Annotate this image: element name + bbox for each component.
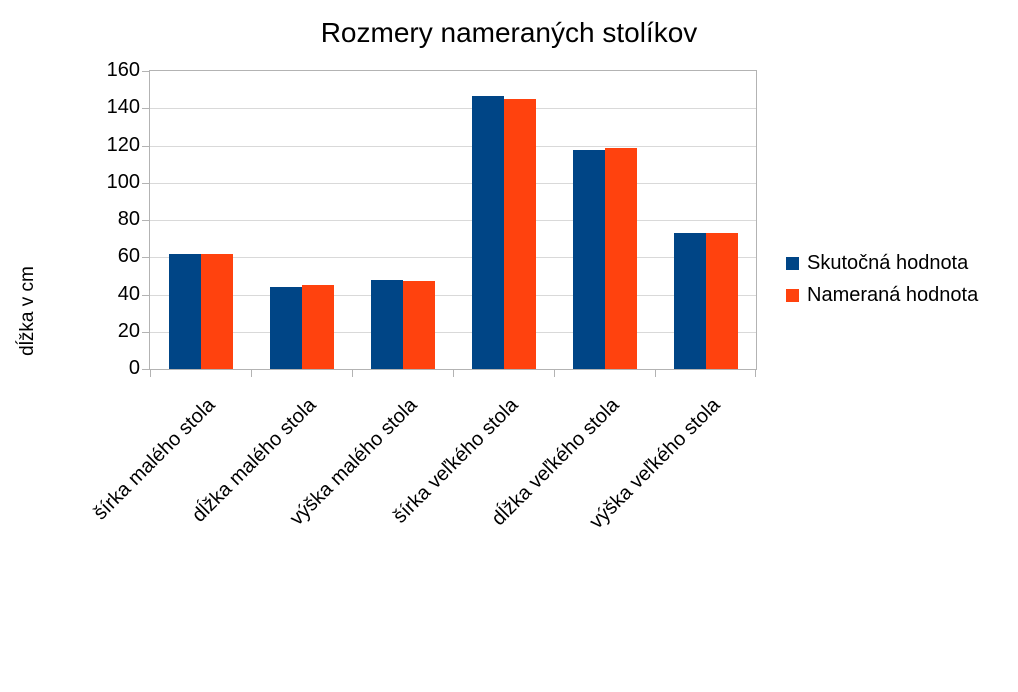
legend-swatch	[786, 256, 799, 270]
y-axis-tick	[142, 182, 149, 184]
legend-label: Nameraná hodnota	[807, 284, 979, 306]
y-axis-tick	[142, 145, 149, 147]
bar	[673, 233, 706, 369]
y-axis-title: dĺžka v cm	[17, 266, 38, 356]
y-axis-tick-label: 60	[117, 245, 140, 268]
x-axis-tick	[251, 370, 252, 377]
y-axis-tick	[142, 331, 149, 333]
y-axis-tick	[142, 71, 149, 72]
y-axis-tick-label: 80	[117, 208, 140, 230]
y-axis-tick	[142, 369, 149, 370]
y-axis-tick-label: 20	[117, 319, 140, 342]
legend-label: Skutočná hodnota	[807, 252, 969, 274]
y-axis-tick	[142, 294, 149, 296]
y-axis-tick-label: 160	[106, 59, 140, 81]
y-axis-tick	[142, 108, 149, 110]
y-axis-tick-label: 100	[106, 170, 140, 193]
x-axis-tick	[655, 370, 656, 377]
bar	[402, 281, 435, 369]
legend: Skutočná hodnota Nameraná hodnota	[786, 252, 978, 316]
bar	[200, 254, 233, 369]
legend-entry: Nameraná hodnota	[786, 284, 978, 306]
x-axis-tick	[554, 370, 555, 377]
gridline	[150, 145, 756, 147]
bar	[705, 233, 738, 369]
y-axis-tick-label: 0	[128, 357, 140, 379]
gridline	[150, 108, 756, 110]
bar	[168, 253, 201, 369]
x-axis-tick	[453, 370, 454, 377]
chart-container: Rozmery nameraných stolíkov dĺžka v cm S…	[17, 17, 979, 534]
y-axis-tick-label: 140	[106, 96, 140, 119]
x-axis-tick	[755, 370, 756, 377]
y-axis-tick-label: 120	[106, 133, 140, 156]
plot-area	[142, 70, 757, 377]
x-axis-tick	[150, 370, 151, 377]
gridline	[150, 294, 756, 296]
bar	[269, 287, 302, 369]
gridline	[150, 331, 756, 333]
bar	[301, 285, 334, 369]
gridline	[150, 220, 756, 221]
bar	[503, 98, 536, 369]
bar	[604, 148, 637, 369]
gridline	[150, 257, 756, 259]
y-axis-tick-label: 40	[117, 282, 140, 305]
chart-title: Rozmery nameraných stolíkov	[320, 17, 698, 48]
bar	[572, 150, 605, 369]
x-axis-tick	[352, 370, 353, 377]
gridline	[150, 182, 756, 184]
legend-entry: Skutočná hodnota	[786, 252, 978, 274]
y-axis-tick	[142, 257, 149, 259]
y-axis-tick	[142, 220, 149, 221]
bar	[471, 96, 504, 369]
bar	[370, 279, 403, 369]
legend-swatch	[786, 288, 799, 302]
